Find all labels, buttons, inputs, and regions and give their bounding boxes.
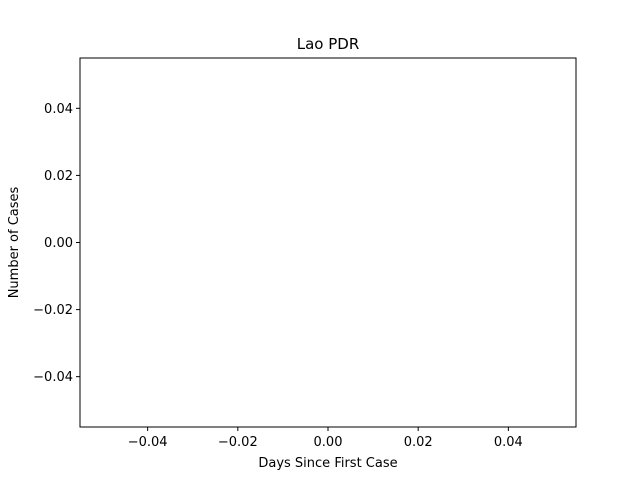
chart-title: Lao PDR	[297, 35, 360, 53]
y-tick-label: −0.04	[33, 370, 73, 385]
y-axis-label: Number of Cases	[7, 186, 22, 298]
x-axis-ticks: −0.04 −0.02 0.00 0.02 0.04	[128, 427, 523, 450]
x-tick-label: 0.00	[314, 435, 343, 450]
plot-frame	[79, 57, 577, 428]
x-tick-label: −0.02	[218, 435, 258, 450]
y-tick-label: 0.04	[44, 102, 73, 117]
y-tick-label: 0.02	[44, 169, 73, 184]
x-axis-label: Days Since First Case	[258, 456, 397, 471]
y-tick-label: −0.02	[33, 303, 73, 318]
y-axis-ticks: −0.04 −0.02 0.00 0.02 0.04	[33, 102, 80, 385]
y-tick-label: 0.00	[44, 236, 73, 251]
x-tick-label: 0.02	[404, 435, 433, 450]
x-tick-label: 0.04	[494, 435, 523, 450]
x-tick-label: −0.04	[128, 435, 168, 450]
